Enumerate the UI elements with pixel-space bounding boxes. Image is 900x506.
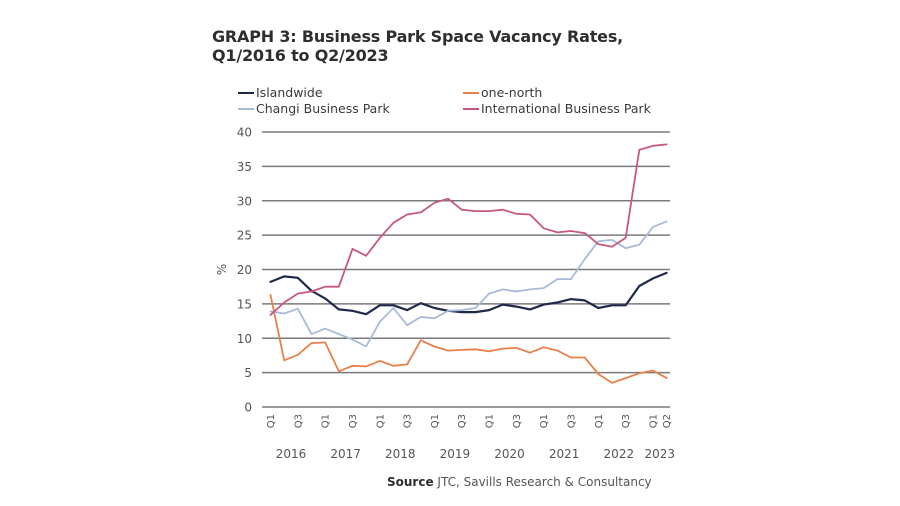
x-year-label: 2019 — [440, 447, 471, 461]
series-line-one-north — [269, 293, 668, 384]
y-tick-label: 40 — [237, 126, 252, 140]
x-year-label: 2022 — [604, 447, 635, 461]
x-tick-label: Q3 — [567, 414, 578, 428]
x-tick-label: Q1 — [321, 414, 332, 428]
legend-label-ibp: International Business Park — [481, 101, 651, 116]
series-lines — [269, 143, 668, 384]
legend-label-changi: Changi Business Park — [256, 101, 390, 116]
chart-subtitle: Q1/2016 to Q2/2023 — [212, 46, 389, 65]
x-tick-label: Q3 — [621, 414, 632, 428]
x-tick-label: Q1 — [539, 414, 550, 428]
legend-swatch-one-north — [463, 91, 479, 94]
y-tick-label: 25 — [237, 229, 252, 243]
source-label: Source — [387, 475, 434, 489]
x-tick-label: Q1 — [648, 414, 659, 428]
y-tick-label: 20 — [237, 263, 252, 277]
x-year-label: 2018 — [385, 447, 416, 461]
x-year-label: 2021 — [549, 447, 580, 461]
x-tick-label: Q1 — [430, 414, 441, 428]
x-tick-label: Q3 — [457, 414, 468, 428]
x-tick-label: Q3 — [348, 414, 359, 428]
x-tick-label: Q1 — [375, 414, 386, 428]
series-line-changi-business-park — [269, 220, 668, 348]
chart-title-line-1: GRAPH 3: Business Park Space Vacancy Rat… — [212, 27, 624, 46]
y-tick-label: 0 — [244, 401, 252, 415]
legend-item-ibp: International Business Park — [463, 101, 651, 116]
y-axis-ticks: 0 5 10 15 20 25 30 35 40 — [237, 126, 252, 415]
legend-label-islandwide: Islandwide — [256, 85, 323, 100]
x-tick-label: Q1 — [594, 414, 605, 428]
chart-title: GRAPH 3: Business Park Space Vacancy Rat… — [212, 27, 623, 65]
y-tick-label: 30 — [237, 194, 252, 208]
x-year-label: 2020 — [494, 447, 525, 461]
legend-label-one-north: one-north — [481, 85, 543, 100]
x-tick-label: Q1 — [485, 414, 496, 428]
source-text: JTC, Savills Research & Consultancy — [433, 475, 652, 489]
gridlines — [262, 131, 670, 408]
source-note: Source JTC, Savills Research & Consultan… — [387, 475, 652, 489]
legend-swatch-changi — [238, 107, 254, 110]
legend-swatch-islandwide — [238, 91, 254, 94]
legend-item-islandwide: Islandwide — [238, 85, 323, 100]
x-axis-year-labels: 2016 2017 2018 2019 2020 2021 2022 2023 — [276, 447, 675, 461]
y-tick-label: 35 — [237, 160, 252, 174]
x-tick-label: Q3 — [293, 414, 304, 428]
legend-swatch-ibp — [463, 107, 479, 110]
y-axis-label: % — [215, 264, 229, 275]
x-tick-label: Q3 — [403, 414, 414, 428]
x-year-label: 2017 — [330, 447, 361, 461]
x-year-label: 2023 — [645, 447, 676, 461]
y-tick-label: 5 — [244, 366, 252, 380]
x-tick-label: Q2 — [662, 414, 673, 428]
x-tick-label: Q1 — [266, 414, 277, 428]
y-tick-label: 15 — [237, 297, 252, 311]
legend-item-one-north: one-north — [463, 85, 542, 100]
y-tick-label: 10 — [237, 332, 252, 346]
series-line-islandwide — [269, 271, 668, 316]
legend-item-changi: Changi Business Park — [238, 101, 390, 116]
x-axis-ticks: Q1 Q3 Q1 Q3 Q1 Q3 Q1 Q3 Q1 Q3 Q1 Q3 Q1 Q3 Q1 Q2 — [266, 414, 673, 428]
x-tick-label: Q3 — [512, 414, 523, 428]
series-line-international-business-park — [269, 143, 668, 316]
x-year-label: 2016 — [276, 447, 307, 461]
